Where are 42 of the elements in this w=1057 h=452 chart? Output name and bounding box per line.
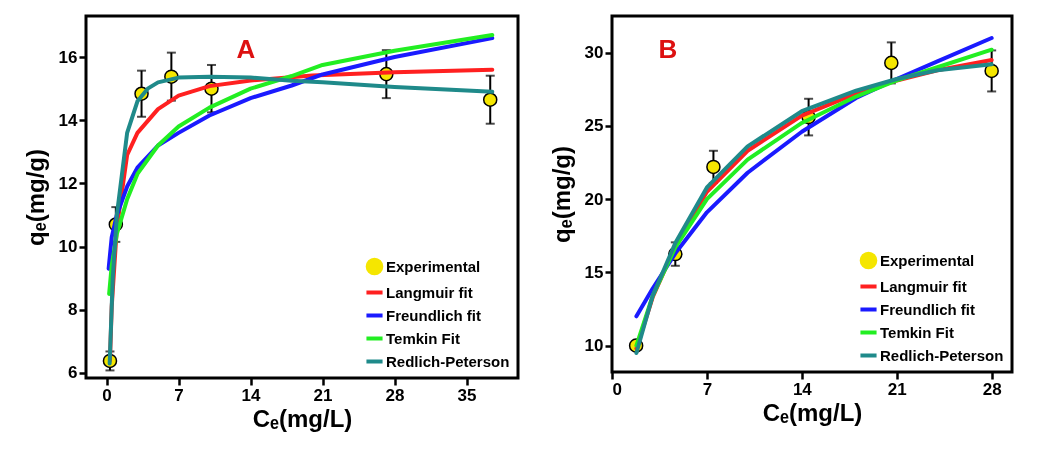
text: B [658,34,678,64]
x-tick-label: 14 [792,379,813,399]
point [482,92,498,107]
y-tick-label: 10 [584,336,604,356]
legend-label: Temkin Fit [386,329,460,347]
legend-label: Redlich-Peterson [386,352,510,370]
x-tick-label: 14 [241,385,262,405]
x-tick-label: 0 [102,385,112,405]
y-tick-label: 6 [68,363,78,383]
point [984,63,999,79]
point [706,159,721,175]
y-tick-label: 30 [584,43,604,63]
y-tick-label: 25 [584,116,604,136]
y-tick-label: 15 [584,262,604,282]
legend-label: Redlich-Peterson [880,346,1004,364]
x-tick-label: 0 [612,379,622,399]
legend-label: Langmuir fit [386,283,473,301]
y-tick-label: 10 [58,237,78,257]
point [884,55,899,71]
text: A [236,34,256,64]
legend-label: Freundlich fit [880,300,975,318]
y-tick-label: 20 [584,189,604,209]
x-tick-label: 21 [313,385,333,405]
y-tick-label: 12 [58,173,78,193]
x-tick-label: 28 [982,379,1002,399]
legend-label: Freundlich fit [386,306,481,324]
legend-label: Langmuir fit [880,277,967,295]
x-axis-title: Cₑ(mg/L) [762,398,863,426]
y-axis-title: qₑ(mg/g) [547,146,575,243]
y-tick-label: 8 [68,300,78,320]
x-tick-label: 7 [702,379,713,399]
legend-label: Experimental [880,251,975,269]
legend-label: Experimental [386,257,481,275]
x-tick-label: 7 [174,385,184,405]
y-tick-label: 16 [58,47,78,67]
y-axis-title: qₑ(mg/g) [21,149,49,246]
legend-label: Temkin Fit [880,323,954,341]
y-tick-label: 14 [58,110,79,130]
x-axis-title: Cₑ(mg/L) [252,404,353,432]
x-tick-label: 35 [457,385,477,405]
x-tick-label: 28 [385,385,405,405]
x-tick-label: 21 [887,379,907,399]
